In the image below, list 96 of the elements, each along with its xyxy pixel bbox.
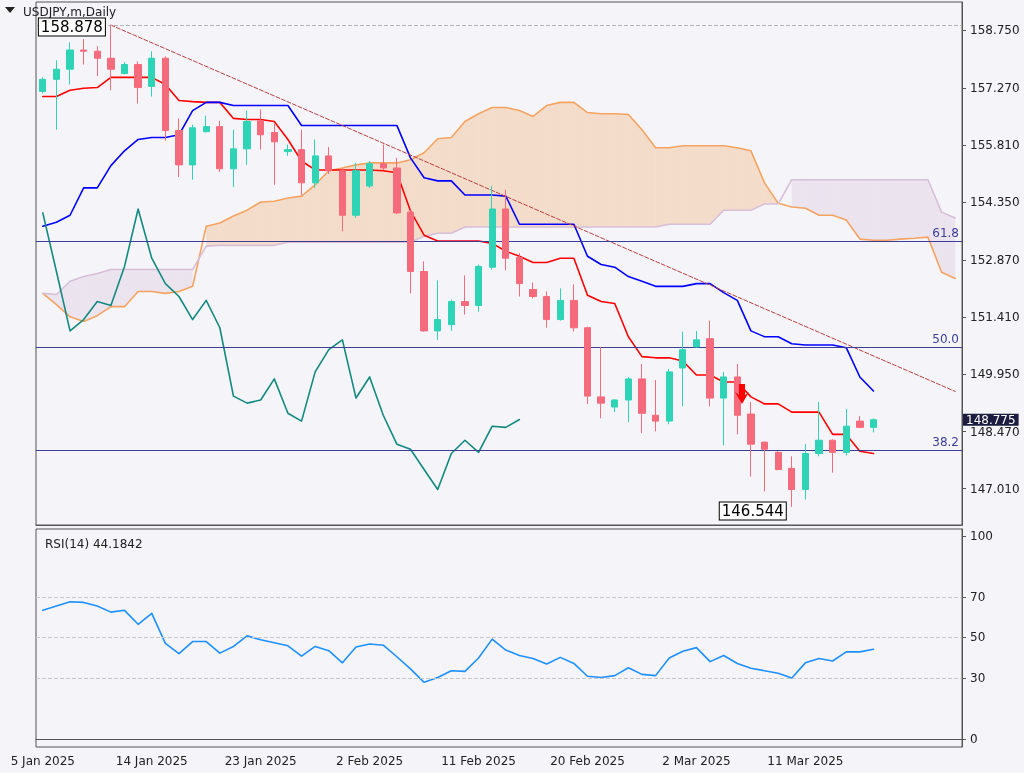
- chart-title: USDJPY,m,Daily: [23, 5, 117, 19]
- candlestick: [216, 120, 223, 173]
- y-tick-label: 147.010: [970, 481, 1020, 496]
- candlestick: [761, 440, 768, 492]
- candlestick: [461, 274, 469, 315]
- candlestick: [570, 283, 578, 333]
- candlestick: [775, 450, 782, 471]
- candlestick: [312, 138, 319, 189]
- candlestick: [856, 415, 864, 429]
- candlestick: [39, 76, 46, 94]
- candlestick: [502, 189, 509, 271]
- annotation: 146.544: [721, 501, 784, 520]
- y-tick-label: 151.410: [970, 309, 1020, 324]
- line-series: [42, 76, 875, 455]
- y-tick-label: 50: [970, 630, 986, 645]
- candlestick: [693, 330, 700, 349]
- candlestick: [529, 281, 537, 299]
- candlestick: [66, 41, 74, 85]
- candlestick: [420, 260, 428, 333]
- x-tick-label: 5 Jan 2025: [10, 754, 75, 768]
- candlestick: [543, 290, 550, 329]
- x-tick-label: 2 Feb 2025: [336, 754, 404, 768]
- candlestick: [339, 167, 346, 232]
- annotation: 38.2: [932, 435, 959, 450]
- y-tick-label: 70: [970, 589, 986, 604]
- x-tick-label: 2 Mar 2025: [662, 754, 731, 768]
- candlestick: [230, 129, 237, 188]
- y-tick-label: 100: [970, 529, 993, 544]
- candlestick: [380, 144, 387, 171]
- candlestick: [475, 263, 482, 313]
- candlestick: [652, 379, 659, 432]
- y-tick-label: 154.350: [970, 194, 1020, 209]
- candlestick: [121, 61, 128, 75]
- text: 148.775: [966, 412, 1016, 427]
- candlestick: [666, 368, 673, 425]
- candlestick: [448, 299, 455, 332]
- y-tick-label: 155.810: [970, 137, 1020, 152]
- candlestick: [802, 443, 809, 501]
- candlestick: [148, 50, 155, 98]
- candlestick: [175, 117, 183, 178]
- candlestick: [638, 363, 646, 434]
- candlestick: [162, 55, 169, 142]
- y-tick-label: 30: [970, 671, 986, 686]
- candlestick: [257, 108, 264, 151]
- candlestick: [720, 371, 727, 446]
- line-series: [42, 208, 521, 491]
- candlestick: [557, 287, 564, 322]
- y-tick-label: 148.470: [970, 424, 1020, 439]
- annotation: 158.878: [40, 18, 103, 37]
- candlestick: [243, 110, 251, 166]
- candlestick: [597, 346, 605, 419]
- line-series: [42, 601, 875, 684]
- candlestick: [489, 185, 496, 271]
- y-tick-label: 0: [970, 731, 978, 746]
- candlestick: [80, 38, 87, 65]
- candlestick: [434, 279, 441, 341]
- candlestick: [870, 417, 877, 433]
- y-tick-label: 158.750: [970, 23, 1020, 38]
- candlestick: [94, 45, 101, 77]
- candlestick: [625, 376, 632, 423]
- candlestick: [134, 60, 142, 105]
- x-tick-label: 11 Mar 2025: [767, 754, 844, 768]
- candlestick: [611, 398, 618, 413]
- candlestick: [407, 209, 414, 294]
- candlestick: [788, 455, 795, 508]
- candlestick: [352, 162, 360, 219]
- line-series: [42, 101, 875, 392]
- line-series: [42, 101, 956, 323]
- x-tick-label: 11 Feb 2025: [441, 754, 516, 768]
- candlestick: [53, 59, 60, 131]
- candlestick: [706, 320, 714, 407]
- candlestick: [747, 401, 755, 478]
- candlestick: [815, 401, 823, 457]
- candlestick: [271, 122, 278, 186]
- annotation: 61.8: [932, 226, 959, 241]
- x-tick-label: 20 Feb 2025: [550, 754, 625, 768]
- candlestick: [107, 24, 115, 91]
- candlestick: [516, 252, 523, 297]
- candlestick: [366, 160, 373, 189]
- candlestick: [325, 146, 332, 175]
- candlestick: [284, 144, 292, 157]
- candlestick: [189, 124, 196, 181]
- annotation: 50.0: [932, 331, 959, 346]
- candlestick: [843, 408, 850, 456]
- candlestick: [393, 157, 401, 215]
- candlestick: [679, 331, 686, 407]
- candlestick: [829, 438, 836, 474]
- x-tick-label: 14 Jan 2025: [115, 754, 188, 768]
- candlestick: [298, 129, 305, 196]
- y-tick-label: 152.870: [970, 252, 1020, 267]
- text: RSI(14) 44.1842: [45, 537, 143, 551]
- candlestick: [203, 115, 210, 133]
- y-tick-label: 157.270: [970, 80, 1020, 95]
- candlestick: [584, 326, 591, 405]
- x-tick-label: 23 Jan 2025: [224, 754, 297, 768]
- y-tick-label: 149.950: [970, 366, 1020, 381]
